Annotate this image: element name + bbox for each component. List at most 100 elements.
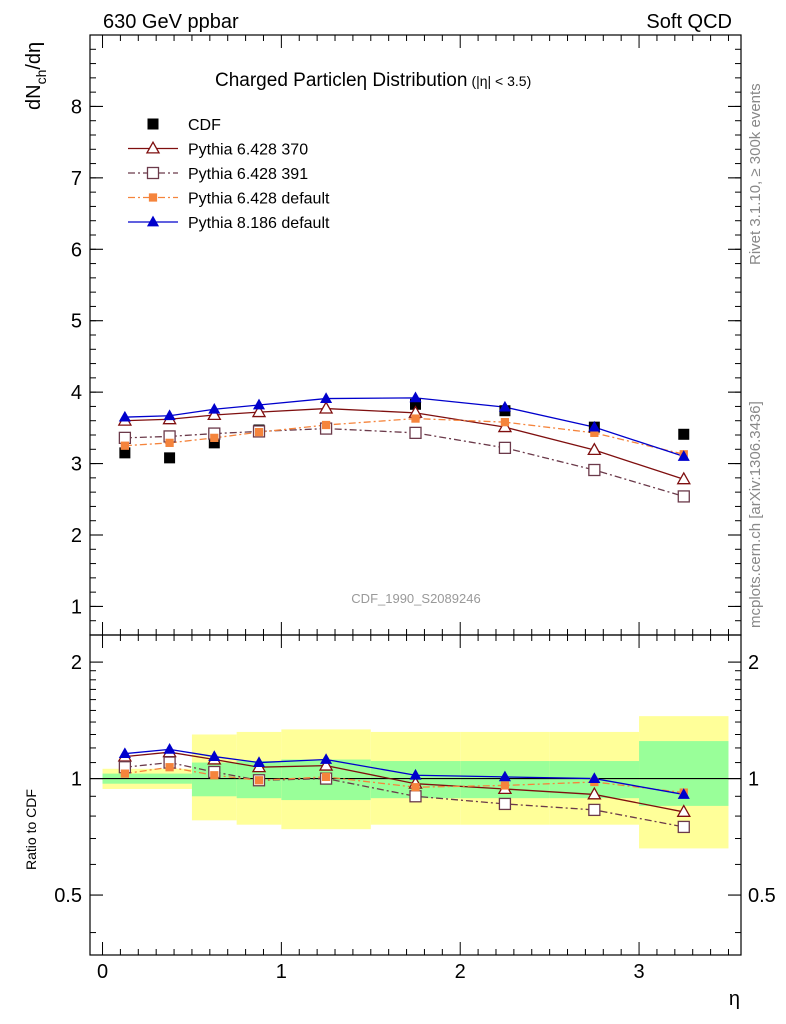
- ratio-point-pythia-6-428-391: [588, 803, 601, 817]
- ratio-point-pythia-6-428-370: [587, 786, 602, 800]
- main-point-pythia-6-428-370: [676, 471, 691, 485]
- ratio-point-pythia-6-428-391: [409, 790, 422, 803]
- ratio-point-pythia-8-186-default: [409, 768, 422, 780]
- ratio-point-pythia-8-186-default: [320, 753, 333, 764]
- ratio-point-pythia-6-428-391: [498, 797, 512, 811]
- main-axis-ticks: 1 2 3 4 5 6 7 8: [71, 34, 741, 636]
- header-left: 630 GeV ppbar: [103, 11, 239, 33]
- legend-label-cdf: CDF: [188, 117, 221, 134]
- ratio-point-pythia-6-428-default: [411, 783, 420, 792]
- ratio-point-pythia-6-428-default: [165, 763, 174, 772]
- main-title: Charged Particleη Distribution (|η| < 3.5…: [215, 70, 531, 91]
- main-point-pythia-6-428-default: [590, 428, 599, 437]
- ratio-panel-frame: [89, 634, 742, 956]
- main-point-pythia-8-186-default: [677, 450, 690, 461]
- main-point-pythia-8-186-default: [208, 402, 221, 414]
- main-point-cdf: [208, 437, 220, 449]
- ratio-line-pythia-6-428-391: [124, 761, 684, 828]
- ratio-y-tick-label-right: 0.5: [748, 885, 776, 907]
- ratio-y-tick-label-right: 1: [748, 769, 759, 791]
- ratio-point-pythia-8-186-default: [252, 756, 266, 767]
- main-y-tick-label: 8: [71, 96, 82, 118]
- ratio-point-pythia-6-428-default: [254, 776, 264, 785]
- main-point-pythia-6-428-default: [210, 433, 219, 442]
- header-right: Soft QCD: [646, 11, 732, 33]
- side-label-upper: Rivet 3.1.10, ≥ 300k events: [747, 83, 764, 265]
- main-y-tick-label: 6: [71, 239, 82, 261]
- main-point-pythia-6-428-370: [587, 442, 602, 456]
- ratio-point-pythia-8-186-default: [163, 743, 176, 754]
- main-point-cdf: [410, 398, 421, 410]
- main-y-tick-label: 5: [71, 311, 82, 333]
- main-point-pythia-6-428-default: [165, 438, 174, 447]
- ratio-point-pythia-6-428-default: [500, 781, 510, 790]
- legend-label-pythia-6-428-370: Pythia 6.428 370: [188, 142, 308, 159]
- main-point-cdf: [678, 428, 690, 440]
- main-point-cdf: [164, 452, 176, 464]
- x-axis-label: η: [729, 988, 740, 1010]
- legend-label-pythia-8-186-default: Pythia 8.186 default: [188, 215, 330, 232]
- ratio-point-pythia-8-186-default: [118, 747, 131, 759]
- main-title-tail: Distribution: [367, 70, 467, 91]
- legend-marker-pythia-6-428-default: [148, 193, 158, 202]
- ratio-point-pythia-6-428-391: [677, 820, 690, 834]
- main-point-pythia-6-428-default: [500, 418, 510, 427]
- main-point-pythia-8-186-default: [163, 409, 176, 421]
- main-y-tick-label: 4: [71, 382, 82, 404]
- main-point-pythia-6-428-default: [321, 420, 331, 430]
- ratio-series-layer: [117, 743, 691, 834]
- x-tick-label: 2: [455, 961, 466, 983]
- ratio-point-pythia-6-428-default: [120, 769, 129, 778]
- legend-marker-pythia-6-428-370: [145, 140, 161, 154]
- ratio-point-pythia-8-186-default: [677, 788, 690, 799]
- main-y-tick-label: 7: [71, 168, 82, 190]
- ratio-y-tick-label-right: 2: [748, 652, 759, 674]
- legend-marker-cdf: [147, 118, 159, 130]
- x-tick-label: 1: [276, 961, 287, 983]
- legend-marker-pythia-8-186-default: [146, 215, 160, 227]
- ratio-y-tick-label-left: 2: [71, 652, 82, 674]
- main-title-text: Charged Particle: [215, 70, 357, 91]
- main-line-pythia-8-186-default: [124, 397, 684, 458]
- main-point-pythia-6-428-391: [588, 463, 601, 477]
- side-label-lower: mcplots.cern.ch [arXiv:1306.3436]: [747, 401, 764, 628]
- main-series-layer: [117, 391, 691, 503]
- main-point-pythia-8-186-default: [588, 420, 601, 432]
- legend-label-pythia-6-428-391: Pythia 6.428 391: [188, 166, 308, 183]
- main-point-pythia-6-428-370: [207, 407, 222, 421]
- ratio-y-axis-label: Ratio to CDF: [23, 789, 39, 870]
- ratio-point-pythia-6-428-370: [676, 804, 691, 817]
- main-title-condition: (|η| < 3.5): [471, 73, 531, 89]
- main-point-pythia-6-428-391: [677, 490, 690, 503]
- legend-label-pythia-6-428-default: Pythia 6.428 default: [188, 191, 330, 208]
- x-tick-label: 3: [633, 961, 644, 983]
- main-point-cdf: [119, 447, 131, 459]
- ratio-axis-ticks: 0.5 0.5 1 1 2 2 0 1 2 3: [54, 635, 776, 983]
- main-point-pythia-8-186-default: [498, 400, 511, 412]
- ratio-y-tick-label-left: 0.5: [54, 885, 82, 907]
- main-y-tick-label: 2: [71, 525, 82, 547]
- main-point-pythia-8-186-default: [409, 391, 422, 403]
- main-point-pythia-6-428-default: [254, 428, 264, 437]
- main-point-pythia-6-428-391: [498, 441, 512, 455]
- ratio-point-pythia-6-428-default: [321, 772, 331, 782]
- ratio-y-tick-label-left: 1: [71, 769, 82, 791]
- main-point-pythia-6-428-default: [411, 414, 420, 423]
- main-point-pythia-6-428-370: [251, 404, 267, 418]
- main-line-pythia-6-428-default: [124, 417, 684, 455]
- ratio-point-pythia-6-428-default: [210, 771, 219, 780]
- main-title-symbol: η: [357, 70, 368, 91]
- main-point-pythia-8-186-default: [118, 410, 131, 422]
- x-tick-label: 0: [97, 961, 108, 983]
- ratio-point-pythia-8-186-default: [588, 772, 601, 783]
- ratio-point-pythia-6-428-370: [318, 758, 334, 771]
- main-point-pythia-6-428-default: [120, 441, 129, 450]
- analysis-watermark: CDF_1990_S2089246: [351, 591, 480, 606]
- ratio-line-pythia-6-428-default: [124, 766, 684, 794]
- main-y-tick-label: 3: [71, 454, 82, 476]
- ratio-point-pythia-8-186-default: [208, 750, 221, 761]
- legend-marker-pythia-6-428-391: [146, 166, 160, 180]
- legend: CDF Pythia 6.428 370 Pythia 6.428 391 Pythi…: [128, 117, 330, 232]
- main-y-tick-label: 1: [71, 596, 82, 618]
